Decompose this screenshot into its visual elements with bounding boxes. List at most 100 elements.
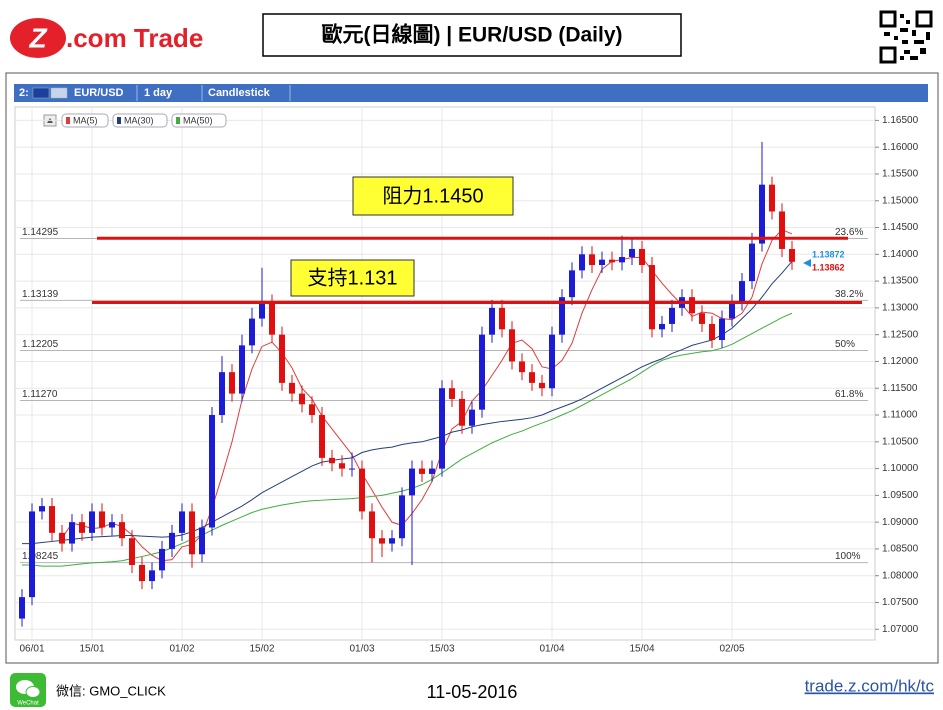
candle-body — [759, 184, 765, 244]
candle-body — [639, 248, 645, 266]
qr-corner — [915, 10, 933, 28]
candle-body — [599, 259, 605, 266]
logo-mark: Z — [28, 22, 47, 53]
candle-body — [559, 297, 565, 335]
price-marker — [803, 259, 811, 267]
candle-body — [649, 265, 655, 330]
legend-item[interactable] — [61, 113, 109, 128]
y-tick-label: 1.08500 — [882, 544, 919, 555]
qr-pattern — [884, 14, 930, 60]
title-box — [262, 13, 682, 57]
y-tick-label: 1.07000 — [882, 624, 919, 635]
legend-item[interactable] — [112, 113, 168, 128]
period[interactable]: 1 day — [144, 87, 173, 99]
x-tick-label: 01/04 — [539, 644, 564, 655]
candle-body — [59, 532, 65, 544]
candle-body — [419, 468, 425, 474]
candle-body — [189, 511, 195, 555]
ma-line — [22, 260, 793, 545]
candle-body — [659, 323, 665, 330]
chart-style[interactable]: Candlestick — [208, 87, 271, 99]
candle-body — [339, 463, 345, 469]
y-tick-label: 1.16000 — [882, 142, 919, 153]
fib-percent-label: 38.2% — [835, 289, 863, 300]
annotation-text: 阻力1.1450 — [382, 184, 483, 207]
candle-body — [179, 511, 185, 533]
y-tick-label: 1.14500 — [882, 222, 919, 233]
candle-body — [579, 254, 585, 271]
y-tick-label: 1.12000 — [882, 356, 919, 367]
fib-price-label: 1.14295 — [22, 227, 59, 238]
candle-body — [219, 372, 225, 416]
fib-price-label: 1.08245 — [22, 551, 59, 562]
candle-body — [689, 297, 695, 314]
candle-body — [249, 318, 255, 346]
candle-body — [509, 329, 515, 362]
qr-corner — [879, 10, 897, 28]
candle-body — [429, 468, 435, 474]
y-tick-label: 1.09500 — [882, 490, 919, 501]
y-tick-label: 1.11000 — [882, 410, 918, 421]
candle-body — [129, 538, 135, 566]
candle-body — [39, 506, 45, 512]
fib-percent-label: 61.8% — [835, 389, 863, 400]
fib-price-label: 1.11270 — [22, 389, 58, 400]
candle-body — [619, 256, 625, 263]
candle-body — [539, 382, 545, 389]
candle-body — [409, 468, 415, 496]
candle-body — [79, 522, 85, 533]
candle-body — [779, 211, 785, 249]
y-tick-label: 1.07500 — [882, 597, 919, 608]
fib-price-label: 1.12205 — [22, 339, 59, 350]
candle-body — [589, 254, 595, 266]
page-title: 歐元(日線圖) | EUR/USD (Daily) — [321, 23, 622, 47]
candle-body — [319, 415, 325, 458]
fib-price-label: 1.13139 — [22, 289, 59, 300]
candle-body — [549, 334, 555, 389]
candle-body — [49, 506, 55, 533]
candle-body — [349, 468, 355, 470]
wechat-icon-label: WeChat — [17, 701, 39, 707]
x-tick-label: 01/03 — [349, 644, 374, 655]
candle-body — [719, 318, 725, 341]
x-tick-label: 06/01 — [19, 644, 44, 655]
wechat-bubble — [25, 686, 41, 698]
y-tick-label: 1.13500 — [882, 276, 919, 287]
y-tick-label: 1.08000 — [882, 570, 919, 581]
qr-corner — [879, 46, 897, 64]
candle-body — [329, 457, 335, 464]
candle-body — [479, 334, 485, 410]
y-tick-label: 1.12500 — [882, 329, 919, 340]
candle-body — [169, 532, 175, 549]
legend-label: MA(30) — [124, 115, 154, 125]
candle-body — [229, 372, 235, 394]
candle-body — [259, 302, 265, 319]
candle-body — [379, 538, 385, 544]
candle-body — [519, 361, 525, 373]
y-tick-label: 1.13000 — [882, 303, 919, 314]
annotation-text: 支持1.131 — [307, 266, 397, 289]
candle-body — [149, 570, 155, 582]
x-tick-label: 01/02 — [169, 644, 194, 655]
flag-eu — [32, 87, 50, 99]
legend-item[interactable] — [171, 113, 227, 128]
fib-percent-label: 23.6% — [835, 227, 863, 238]
candle-body — [709, 323, 715, 341]
site-link[interactable]: trade.z.com/hk/tc — [805, 676, 935, 695]
last-price-label: 1.13872 — [812, 249, 845, 259]
candle-body — [439, 388, 445, 469]
y-tick-label: 1.14000 — [882, 249, 919, 260]
plot: 1.16500 1.16000 1.15500 1.15000 1.14500 1.140… — [15, 107, 919, 655]
candle-body — [159, 548, 165, 571]
toolbar — [14, 84, 928, 102]
flag-us — [50, 87, 68, 99]
candle-body — [369, 511, 375, 539]
y-tick-label: 1.10000 — [882, 463, 919, 474]
candle-body — [729, 302, 735, 319]
candle-body — [359, 468, 365, 512]
symbol[interactable]: EUR/USD — [74, 87, 124, 99]
candle-body — [459, 398, 465, 426]
candle-body — [29, 511, 35, 598]
